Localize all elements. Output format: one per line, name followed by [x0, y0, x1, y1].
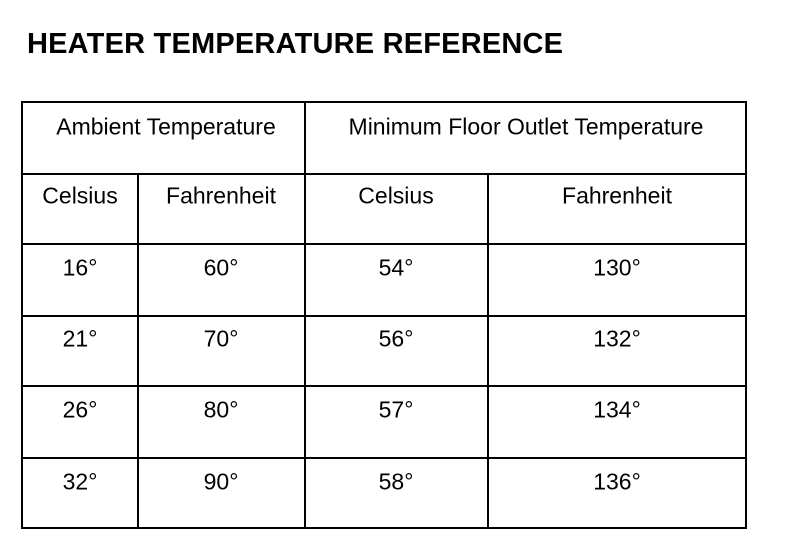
table-divider: [21, 315, 747, 317]
subheader-celsius: Celsius: [42, 182, 118, 209]
table-border: [21, 527, 747, 529]
table-cell: 16°: [62, 254, 98, 281]
table-cell: 32°: [62, 468, 98, 495]
table-divider: [304, 101, 306, 529]
group-header-min-floor-outlet: Minimum Floor Outlet Temperature: [348, 113, 704, 140]
table-cell: 26°: [62, 396, 98, 423]
table-border: [745, 101, 747, 529]
table-border: [21, 101, 747, 103]
table-cell: 54°: [378, 254, 414, 281]
table-cell: 132°: [593, 325, 641, 352]
table-divider: [21, 457, 747, 459]
table-border: [21, 101, 23, 529]
subheader-fahrenheit: Fahrenheit: [166, 182, 276, 209]
table-cell: 90°: [203, 468, 239, 495]
table-cell: 70°: [203, 325, 239, 352]
table-cell: 21°: [62, 325, 98, 352]
page-title: HEATER TEMPERATURE REFERENCE: [27, 28, 564, 60]
table-cell: 56°: [378, 325, 414, 352]
table-divider: [21, 173, 747, 175]
subheader-fahrenheit: Fahrenheit: [562, 182, 672, 209]
table-cell: 57°: [378, 396, 414, 423]
table-cell: 136°: [593, 468, 641, 495]
table-cell: 58°: [378, 468, 414, 495]
table-divider: [21, 243, 747, 245]
table-cell: 134°: [593, 396, 641, 423]
subheader-celsius: Celsius: [358, 182, 434, 209]
group-header-ambient: Ambient Temperature: [56, 113, 276, 140]
table-divider: [137, 173, 139, 529]
table-cell: 60°: [203, 254, 239, 281]
table-cell: 130°: [593, 254, 641, 281]
table-cell: 80°: [203, 396, 239, 423]
table-divider: [487, 173, 489, 529]
table-divider: [21, 385, 747, 387]
